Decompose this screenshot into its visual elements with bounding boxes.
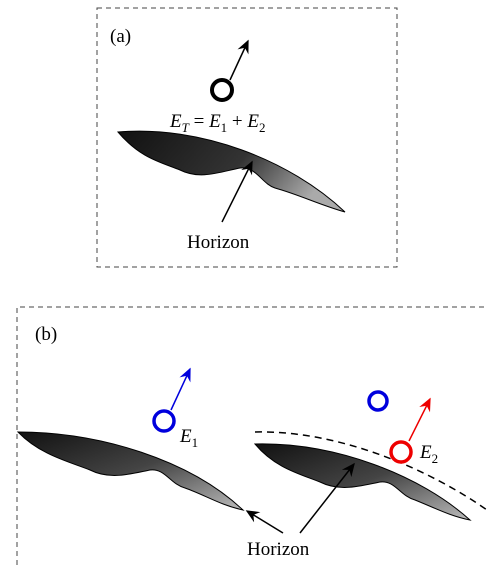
panel-b-frame: [17, 307, 487, 565]
label-part: E: [179, 426, 192, 447]
equation: ET = E1 + E2: [169, 111, 266, 135]
eq-part: =: [189, 111, 209, 132]
label-part: 2: [432, 451, 439, 466]
panel-b-label: (b): [35, 324, 57, 345]
diagram: (a) ET = E1 + E2 Horizon (b) E1 E2 Horiz…: [0, 0, 487, 565]
eq-part: 2: [259, 120, 266, 135]
e2-label: E2: [419, 442, 438, 466]
eq-part: E: [246, 111, 259, 132]
eq-part: E: [169, 111, 182, 132]
eq-part: E: [208, 111, 221, 132]
particle-2: [391, 442, 411, 462]
eq-part: +: [227, 111, 247, 132]
horizon-arrow: [247, 511, 283, 533]
horizon-label: Horizon: [187, 232, 250, 253]
page: (a) ET = E1 + E2 Horizon (b) E1 E2 Horiz…: [0, 0, 487, 565]
e1-label: E1: [179, 426, 198, 450]
particle-1-ghost: [369, 392, 387, 410]
horizon-shape: [118, 131, 345, 212]
panel-a-label: (a): [110, 26, 131, 47]
momentum-arrow: [409, 399, 430, 441]
momentum-arrow: [230, 41, 248, 80]
particle: [212, 80, 232, 100]
particle-1: [154, 411, 174, 431]
momentum-arrow: [171, 369, 190, 410]
horizon-label: Horizon: [247, 539, 310, 560]
label-part: 1: [192, 435, 199, 450]
label-part: E: [419, 442, 432, 463]
horizon-shape: [18, 432, 243, 510]
